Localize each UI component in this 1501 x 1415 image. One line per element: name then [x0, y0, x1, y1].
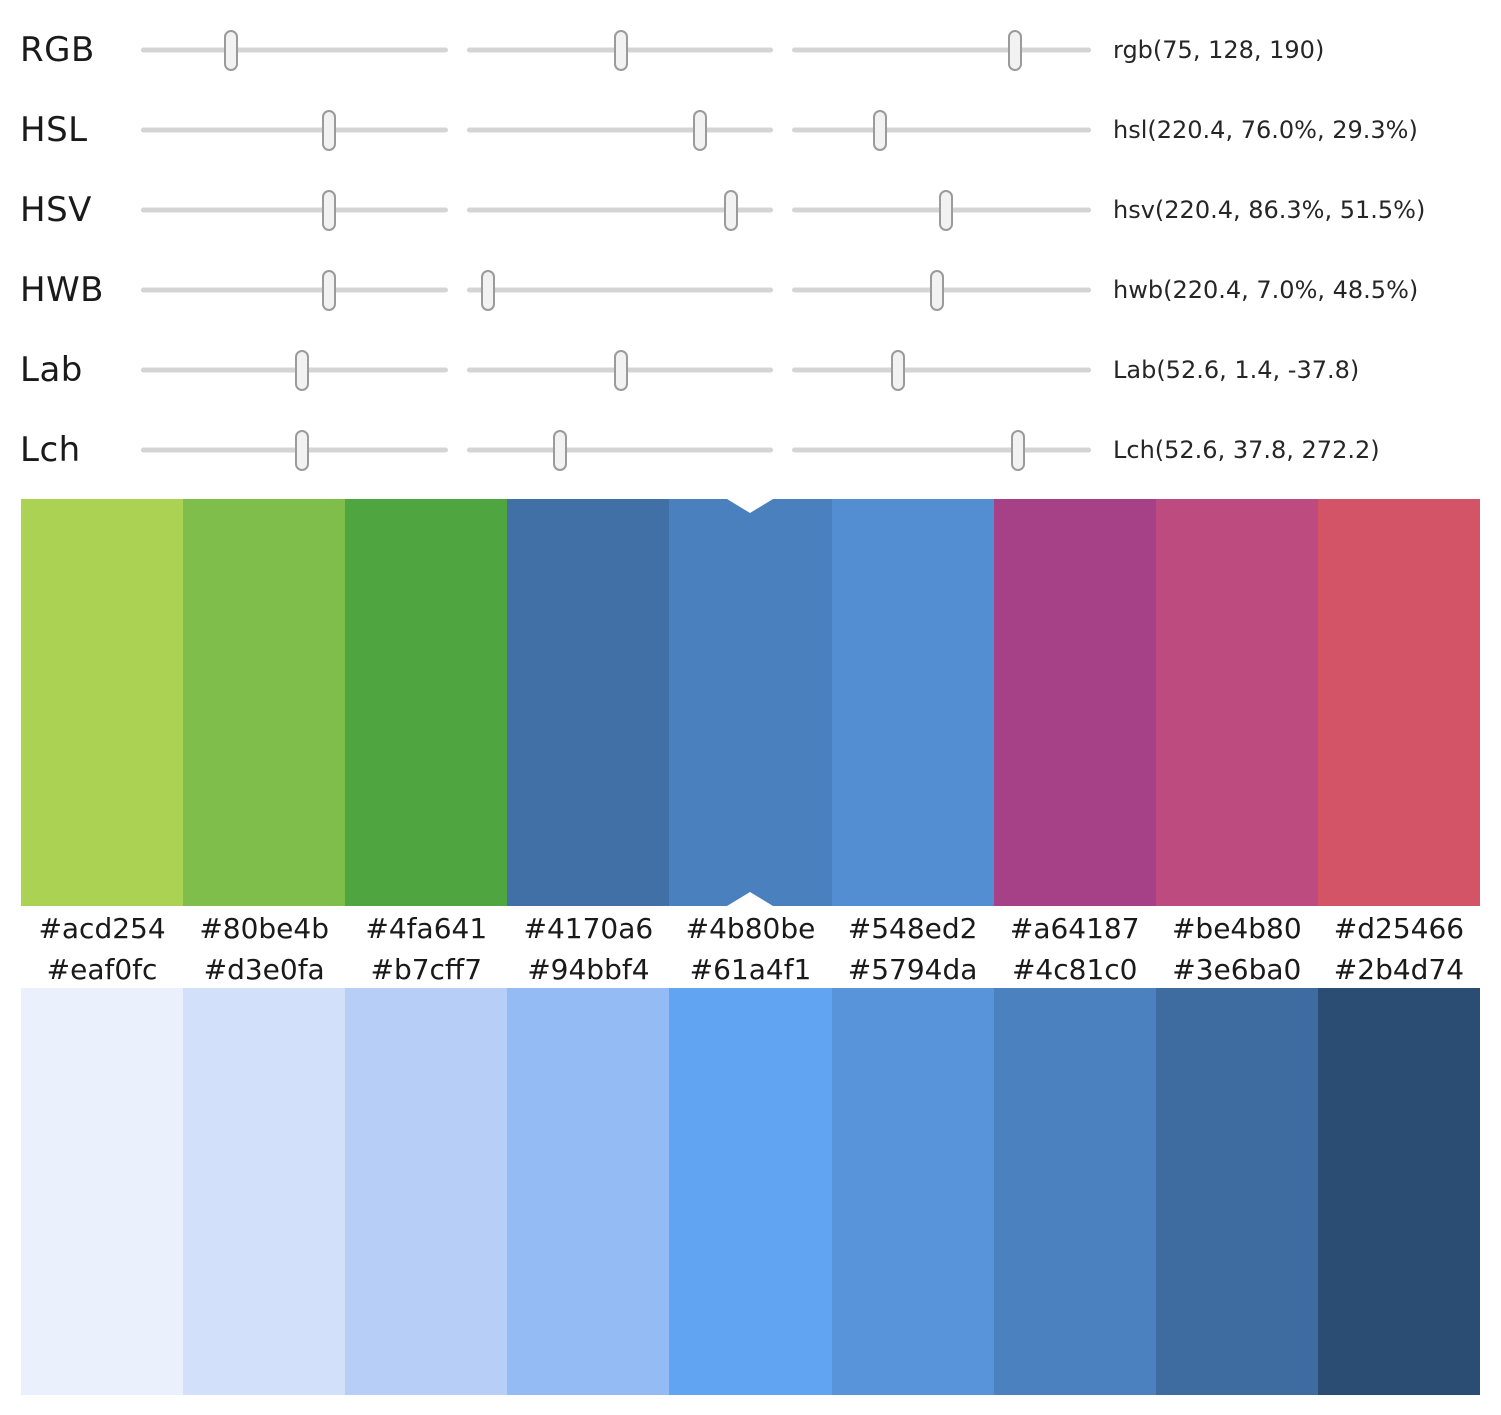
rgb-value-readout: rgb(75, 128, 190) — [1113, 36, 1325, 64]
hsl-slider-track-3[interactable] — [792, 109, 1091, 151]
lch-slider-track-3[interactable] — [792, 429, 1091, 471]
hue-hex-label-1: #acd254 — [38, 911, 166, 945]
slider-row-hsv: HSV hsv(220.4, 86.3%, 51.5%) — [0, 170, 1501, 250]
hue-swatch-9[interactable] — [1317, 499, 1480, 906]
slider-row-hwb: HWB hwb(220.4, 7.0%, 48.5%) — [0, 250, 1501, 330]
hsv-slider-track-1[interactable] — [141, 189, 448, 231]
shade-swatch-5[interactable] — [669, 988, 832, 1395]
hsl-label: HSL — [20, 110, 88, 150]
hsv-value-readout: hsv(220.4, 86.3%, 51.5%) — [1113, 196, 1426, 224]
shade-swatch-6[interactable] — [831, 988, 994, 1395]
slider-row-lch: Lch Lch(52.6, 37.8, 272.2) — [0, 410, 1501, 490]
lch-slider-handle-2[interactable] — [553, 429, 568, 471]
lab-slider-track-2[interactable] — [467, 349, 773, 391]
hue-hex-label-8: #be4b80 — [1171, 911, 1302, 945]
hue-hex-label-4: #4170a6 — [523, 911, 654, 945]
rgb-label: RGB — [20, 30, 95, 70]
rgb-slider-track-3[interactable] — [792, 29, 1091, 71]
shade-swatch-1[interactable] — [21, 988, 184, 1395]
lch-slider-handle-1[interactable] — [295, 429, 310, 471]
hwb-value-readout: hwb(220.4, 7.0%, 48.5%) — [1113, 276, 1419, 304]
hwb-slider-track-3[interactable] — [792, 269, 1091, 311]
hue-swatch-8[interactable] — [1155, 499, 1318, 906]
hue-hex-label-2: #80be4b — [199, 911, 329, 945]
lch-slider-track-1[interactable] — [141, 429, 448, 471]
hsl-slider-handle-3[interactable] — [872, 109, 887, 151]
hue-hex-label-row: #acd254 #80be4b #4fa641 #4170a6 #4b80be … — [21, 906, 1480, 950]
hsv-slider-handle-2[interactable] — [724, 189, 739, 231]
shade-swatch-8[interactable] — [1155, 988, 1318, 1395]
hsv-slider-track-3[interactable] — [792, 189, 1091, 231]
hsv-slider-handle-1[interactable] — [321, 189, 336, 231]
selected-swatch-caret-up-icon — [727, 892, 774, 906]
hwb-slider-track-2[interactable] — [467, 269, 773, 311]
lab-label: Lab — [20, 350, 83, 390]
lab-slider-handle-3[interactable] — [890, 349, 905, 391]
slider-row-hsl: HSL hsl(220.4, 76.0%, 29.3%) — [0, 90, 1501, 170]
hsl-slider-track-1[interactable] — [141, 109, 448, 151]
hue-hex-label-3: #4fa641 — [365, 911, 488, 945]
rgb-slider-handle-2[interactable] — [613, 29, 628, 71]
hsl-slider-handle-1[interactable] — [321, 109, 336, 151]
hwb-slider-track-1[interactable] — [141, 269, 448, 311]
hue-swatch-7[interactable] — [993, 499, 1156, 906]
shade-hex-label-3: #b7cff7 — [370, 952, 483, 986]
hwb-label: HWB — [20, 270, 105, 310]
hue-hex-label-5: #4b80be — [685, 911, 816, 945]
shade-swatch-9[interactable] — [1317, 988, 1480, 1395]
lch-slider-track-2[interactable] — [467, 429, 773, 471]
hue-swatch-4[interactable] — [507, 499, 670, 906]
lab-slider-handle-1[interactable] — [295, 349, 310, 391]
hue-hex-label-7: #a64187 — [1009, 911, 1140, 945]
shade-palette-strip — [21, 988, 1480, 1395]
hwb-slider-handle-3[interactable] — [930, 269, 944, 311]
shade-swatch-2[interactable] — [183, 988, 346, 1395]
hsl-slider-track-2[interactable] — [467, 109, 773, 151]
slider-panel: RGB rgb(75, 128, 190) HSL hsl(220 — [0, 10, 1501, 490]
lab-slider-handle-2[interactable] — [613, 349, 628, 391]
lch-value-readout: Lch(52.6, 37.8, 272.2) — [1113, 436, 1380, 464]
rgb-slider-handle-1[interactable] — [224, 29, 239, 71]
shade-swatch-3[interactable] — [345, 988, 508, 1395]
hwb-slider-handle-2[interactable] — [481, 269, 496, 311]
shade-hex-label-4: #94bbf4 — [527, 952, 650, 986]
selected-swatch-caret-down-icon — [727, 499, 774, 513]
hue-swatch-3[interactable] — [345, 499, 508, 906]
hue-swatch-6[interactable] — [831, 499, 994, 906]
slider-row-rgb: RGB rgb(75, 128, 190) — [0, 10, 1501, 90]
lab-slider-track-3[interactable] — [792, 349, 1091, 391]
hwb-slider-handle-1[interactable] — [321, 269, 336, 311]
hsl-slider-handle-2[interactable] — [692, 109, 707, 151]
hue-hex-label-9: #d25466 — [1333, 911, 1465, 945]
slider-row-lab: Lab Lab(52.6, 1.4, -37.8) — [0, 330, 1501, 410]
shade-hex-label-row: #eaf0fc #d3e0fa #b7cff7 #94bbf4 #61a4f1 … — [21, 950, 1480, 988]
hue-palette-strip — [21, 499, 1480, 906]
shade-hex-label-7: #4c81c0 — [1011, 952, 1138, 986]
shade-swatch-7[interactable] — [993, 988, 1156, 1395]
shade-hex-label-5: #61a4f1 — [689, 952, 812, 986]
hsl-value-readout: hsl(220.4, 76.0%, 29.3%) — [1113, 116, 1418, 144]
shade-hex-label-6: #5794da — [847, 952, 978, 986]
rgb-slider-track-2[interactable] — [467, 29, 773, 71]
lab-slider-track-1[interactable] — [141, 349, 448, 391]
shade-hex-label-2: #d3e0fa — [203, 952, 325, 986]
hsv-label: HSV — [20, 190, 92, 230]
shade-swatch-4[interactable] — [507, 988, 670, 1395]
rgb-slider-track-1[interactable] — [141, 29, 448, 71]
lch-label: Lch — [20, 430, 81, 470]
hue-hex-label-6: #548ed2 — [847, 911, 978, 945]
shade-hex-label-1: #eaf0fc — [46, 952, 158, 986]
shade-hex-label-9: #2b4d74 — [1333, 952, 1465, 986]
hue-swatch-1[interactable] — [21, 499, 184, 906]
hsv-slider-track-2[interactable] — [467, 189, 773, 231]
hsv-slider-handle-3[interactable] — [938, 189, 953, 231]
rgb-slider-handle-3[interactable] — [1007, 29, 1022, 71]
lch-slider-handle-3[interactable] — [1011, 429, 1026, 471]
hue-swatch-5-selected[interactable] — [669, 499, 832, 906]
hue-swatch-2[interactable] — [183, 499, 346, 906]
shade-hex-label-8: #3e6ba0 — [1172, 952, 1302, 986]
lab-value-readout: Lab(52.6, 1.4, -37.8) — [1113, 356, 1360, 384]
